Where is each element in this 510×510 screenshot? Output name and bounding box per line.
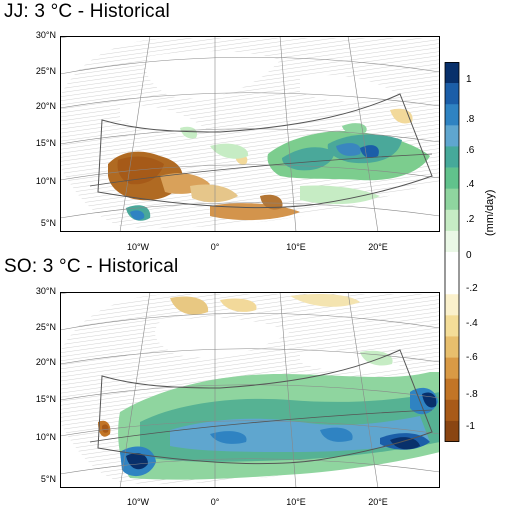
lat-label: 15°N [35, 138, 56, 148]
lat-label: 30°N [35, 286, 56, 296]
lat-label: 15°N [35, 394, 56, 404]
colorbar-label: -.6 [466, 352, 478, 363]
lon-label: 20°E [368, 497, 388, 507]
colorbar-swatch [445, 125, 459, 147]
colorbar-label: -1 [466, 421, 475, 432]
lon-label: 0° [210, 497, 220, 507]
colorbar-label: .8 [466, 114, 475, 125]
colorbar-swatch [445, 167, 459, 189]
colorbar-swatch [445, 294, 459, 316]
colorbar-swatch [445, 273, 459, 295]
colorbar-swatch [445, 399, 459, 422]
colorbar-swatch [445, 420, 459, 442]
colorbar-label: .6 [466, 145, 475, 156]
lat-label: 20°N [35, 101, 56, 111]
colorbar-swatch [445, 252, 459, 274]
lat-label: 10°N [35, 176, 56, 186]
colorbar-swatch [445, 104, 459, 126]
panel-title-jj: JJ: 3 °C - Historical [4, 1, 170, 22]
domain-box [97, 349, 433, 465]
lon-label: 10°W [126, 242, 150, 252]
lon-label: 10°W [126, 497, 150, 507]
colorbar-border [444, 62, 460, 442]
colorbar-swatch [445, 62, 459, 84]
colorbar-swatch [445, 146, 459, 168]
colorbar-label: -.2 [466, 283, 478, 294]
colorbar-swatch [445, 378, 459, 401]
colorbar-label: .2 [466, 214, 475, 225]
colorbar-label: -.4 [466, 318, 478, 329]
lat-label: 5°N [40, 474, 56, 484]
colorbar-label: 0 [466, 250, 472, 261]
lat-label: 25°N [35, 66, 56, 76]
lon-label: 10°E [286, 242, 306, 252]
colorbar-swatch [445, 315, 459, 337]
lon-label: 0° [210, 242, 220, 252]
lon-label: 10°E [286, 497, 306, 507]
map-jj [60, 36, 440, 232]
lat-label: 5°N [40, 218, 56, 228]
colorbar-swatch [445, 336, 459, 358]
colorbar-swatch [445, 209, 459, 232]
domain-box [97, 93, 433, 209]
colorbar-swatch [445, 188, 459, 211]
colorbar [444, 62, 460, 442]
colorbar-swatch [445, 83, 459, 105]
lon-label: 20°E [368, 242, 388, 252]
lat-label: 25°N [35, 322, 56, 332]
colorbar-swatch [445, 230, 459, 253]
colorbar-label: 1 [466, 74, 472, 85]
lat-label: 30°N [35, 30, 56, 40]
colorbar-swatch [445, 357, 459, 379]
panel-title-so: SO: 3 °C - Historical [4, 256, 179, 277]
lat-label: 10°N [35, 432, 56, 442]
lat-label: 20°N [35, 357, 56, 367]
colorbar-label: -.8 [466, 389, 478, 400]
colorbar-label: .4 [466, 179, 475, 190]
map-so [60, 292, 440, 488]
colorbar-units: (mm/day) [484, 189, 496, 236]
